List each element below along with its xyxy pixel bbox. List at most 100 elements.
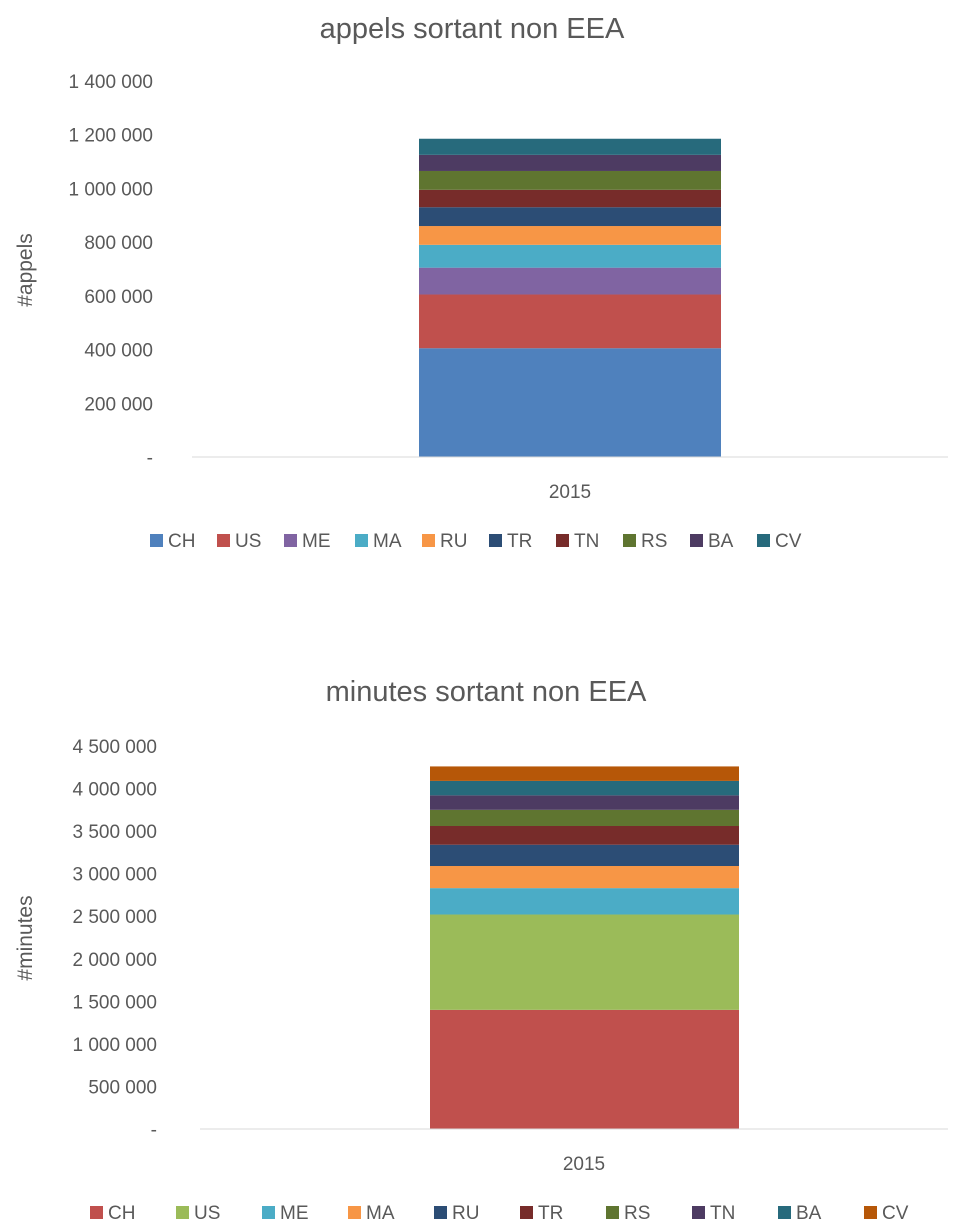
legend-label: CH — [108, 1203, 135, 1224]
legend-item-me: ME — [262, 1203, 309, 1224]
legend-item-tn: TN — [556, 531, 599, 552]
bar-segment-tn — [430, 795, 739, 810]
x-tick-label: 2015 — [549, 482, 591, 503]
y-tick-label: 2 000 000 — [72, 950, 157, 971]
legend: CH US ME MA RU TR TN RS BA CV — [150, 531, 802, 552]
legend-item-us: US — [217, 531, 261, 552]
y-tick-label: 1 500 000 — [72, 992, 157, 1013]
legend-swatch — [556, 534, 569, 547]
legend-swatch — [606, 1206, 619, 1219]
bar-segment-ma — [419, 244, 721, 268]
y-tick-label: - — [147, 448, 153, 469]
legend-item-cv: CV — [864, 1203, 909, 1224]
y-tick-label: 400 000 — [84, 341, 153, 362]
legend-item-tr: TR — [489, 531, 532, 552]
y-tick-label: 1 000 000 — [72, 1035, 157, 1056]
legend-item-ma: MA — [348, 1203, 395, 1224]
legend-label: TN — [574, 531, 599, 552]
y-tick-label: 2 500 000 — [72, 907, 157, 928]
legend-label: CH — [168, 531, 195, 552]
legend-label: RS — [641, 531, 667, 552]
bar-segment-cv — [430, 766, 739, 781]
legend-swatch — [262, 1206, 275, 1219]
legend-label: TR — [507, 531, 532, 552]
y-tick-label: 1 400 000 — [68, 72, 153, 93]
y-axis-ticks: - 500 000 1 000 000 1 500 000 2 000 000 2 500… — [72, 737, 157, 1141]
legend-item-me: ME — [284, 531, 331, 552]
legend-item-ru: RU — [434, 1203, 479, 1224]
legend-swatch — [489, 534, 502, 547]
y-tick-label: 600 000 — [84, 287, 153, 308]
y-tick-label: 1 200 000 — [68, 126, 153, 147]
legend-label: CV — [882, 1203, 909, 1224]
legend-item-us: US — [176, 1203, 220, 1224]
y-tick-label: 200 000 — [84, 394, 153, 415]
legend-label: MA — [373, 531, 402, 552]
legend-label: ME — [280, 1203, 309, 1224]
bar-segment-ba — [419, 154, 721, 171]
bar-segment-tn — [419, 189, 721, 208]
legend-swatch — [90, 1206, 103, 1219]
legend-item-ru: RU — [422, 531, 467, 552]
y-axis-label: #appels — [14, 233, 37, 307]
legend-swatch — [355, 534, 368, 547]
legend-item-ba: BA — [778, 1203, 822, 1224]
legend-label: ME — [302, 531, 331, 552]
bar-segment-ru — [430, 844, 739, 867]
legend-label: BA — [708, 531, 734, 552]
stacked-bar — [430, 766, 739, 1129]
legend-label: TN — [710, 1203, 735, 1224]
bar-segment-tr — [430, 826, 739, 845]
y-tick-label: - — [151, 1120, 157, 1141]
legend-label: US — [194, 1203, 220, 1224]
y-tick-label: 1 000 000 — [68, 179, 153, 200]
legend-label: CV — [775, 531, 802, 552]
bar-segment-us — [419, 294, 721, 349]
legend-swatch — [864, 1206, 877, 1219]
legend-swatch — [422, 534, 435, 547]
chart-title: minutes sortant non EEA — [326, 676, 647, 708]
bar-segment-me — [430, 888, 739, 915]
legend-item-ch: CH — [150, 531, 195, 552]
y-axis-label: #minutes — [14, 895, 37, 980]
bar-segment-ru — [419, 226, 721, 245]
chart-appels: appels sortant non EEA #appels - 200 000 4… — [14, 13, 948, 552]
legend-item-rs: RS — [623, 531, 667, 552]
bar-segment-ma — [430, 866, 739, 889]
y-tick-label: 800 000 — [84, 233, 153, 254]
legend-item-tr: TR — [520, 1203, 563, 1224]
legend-swatch — [348, 1206, 361, 1219]
chart-minutes: minutes sortant non EEA #minutes - 500 00… — [14, 676, 948, 1224]
legend-swatch — [434, 1206, 447, 1219]
y-axis-ticks: - 200 000 400 000 600 000 800 000 1 000 000 1 … — [68, 72, 153, 469]
bar-segment-rs — [430, 809, 739, 827]
legend-item-cv: CV — [757, 531, 802, 552]
legend-item-ch: CH — [90, 1203, 135, 1224]
legend-swatch — [217, 534, 230, 547]
legend-item-ba: BA — [690, 531, 734, 552]
bar-segment-ch — [419, 348, 721, 457]
legend-item-ma: MA — [355, 531, 402, 552]
legend-label: MA — [366, 1203, 395, 1224]
legend-label: TR — [538, 1203, 563, 1224]
y-tick-label: 3 000 000 — [72, 865, 157, 886]
bar-segment-rs — [419, 170, 721, 190]
bar-segment-ba — [430, 780, 739, 796]
bar-segment-us — [430, 914, 739, 1010]
legend-item-rs: RS — [606, 1203, 650, 1224]
legend-label: RU — [440, 531, 467, 552]
legend-swatch — [176, 1206, 189, 1219]
legend-swatch — [778, 1206, 791, 1219]
x-tick-label: 2015 — [563, 1154, 605, 1175]
bar-segment-ch — [430, 1009, 739, 1129]
stacked-bar — [419, 138, 721, 457]
legend-label: RU — [452, 1203, 479, 1224]
legend-swatch — [623, 534, 636, 547]
y-tick-label: 500 000 — [88, 1077, 157, 1098]
y-tick-label: 4 500 000 — [72, 737, 157, 758]
legend: CH US ME MA RU TR RS TN BA CV — [90, 1203, 909, 1224]
bar-segment-cv — [419, 138, 721, 155]
legend-swatch — [692, 1206, 705, 1219]
legend-swatch — [150, 534, 163, 547]
